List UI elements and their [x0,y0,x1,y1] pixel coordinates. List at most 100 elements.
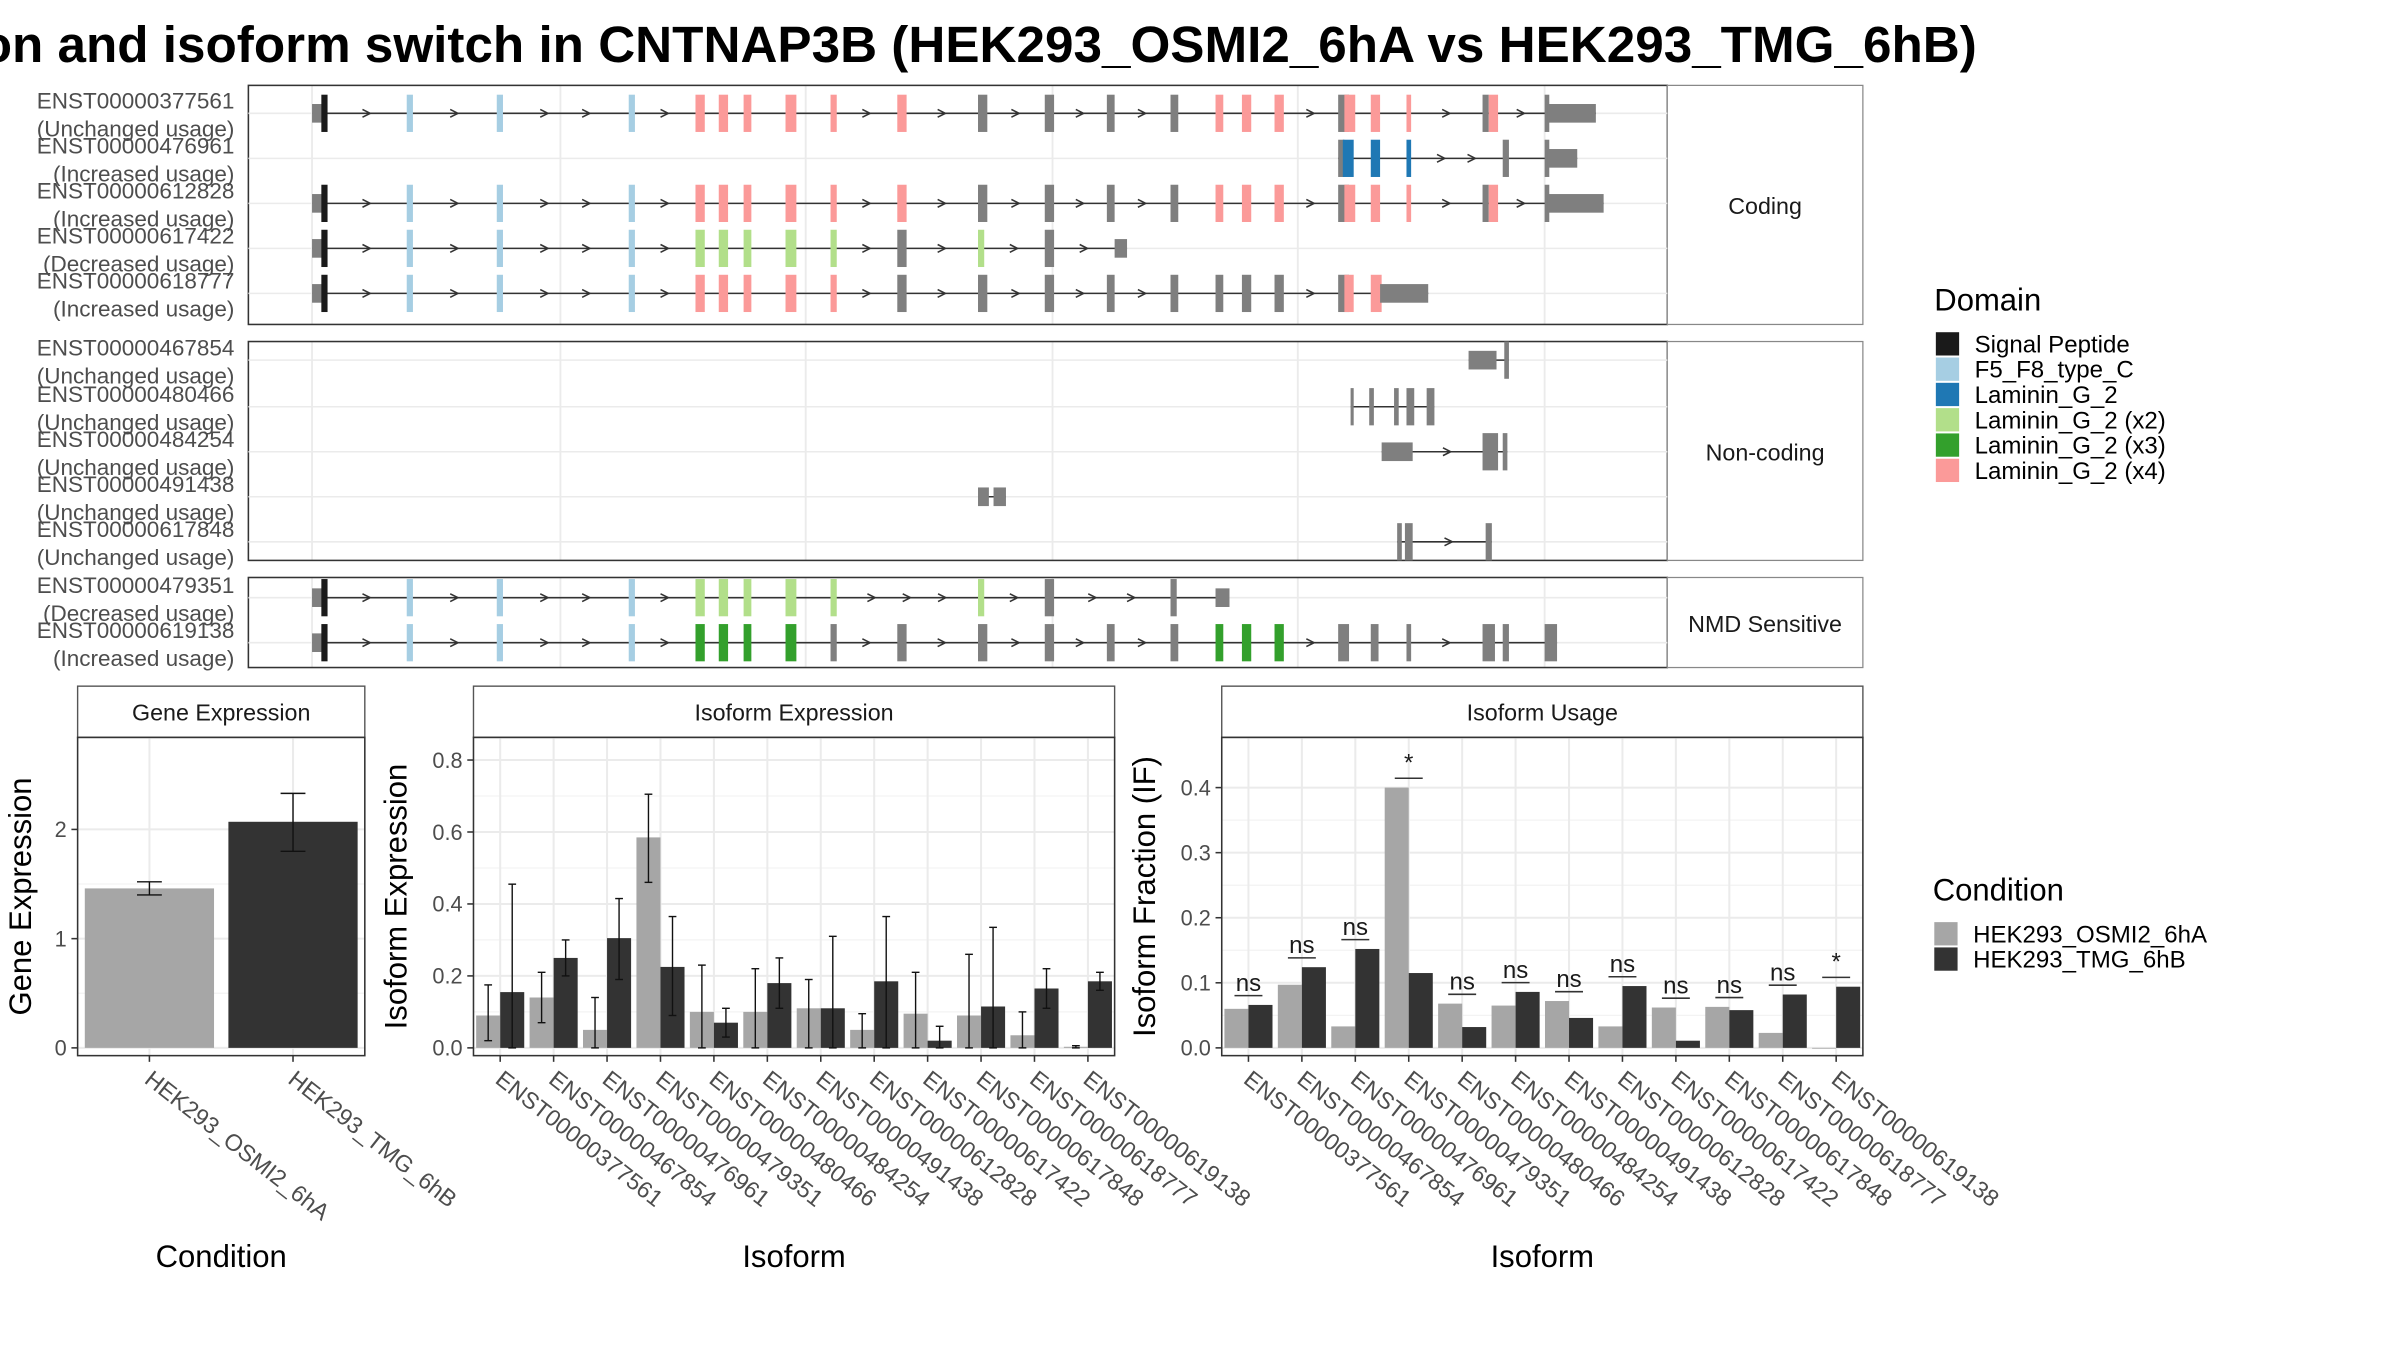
exon [1482,184,1489,222]
exon [1482,624,1495,662]
exon [1397,523,1402,561]
exon [1504,341,1509,379]
y-tick-label: 0.2 [432,964,462,989]
domain-exon [897,184,907,222]
facet-strip-label-noncoding: Non-coding [1706,439,1825,465]
chart-strip [1221,685,1864,739]
transcript-model-ENST00000491438 [978,487,1006,507]
intron-direction-arrow [581,198,592,208]
exon [1547,149,1578,168]
intron-direction-arrow [1075,638,1086,648]
y-axis-title: Isoform Expression [379,764,414,1030]
domain-exon [718,579,729,617]
domain-legend-swatch [1935,357,1960,381]
domain-exon [1406,184,1412,222]
isoform-id-label: ENST00000617422 [37,224,235,249]
significance-label: ns [1556,966,1581,993]
bar-condition-b [1515,991,1540,1048]
bar-condition-a [1705,1006,1730,1048]
intron-direction-arrow [581,638,592,648]
intron-direction-arrow [1442,447,1453,457]
intron-direction-arrow [1441,198,1452,208]
domain-legend-swatch [1935,458,1960,483]
isoform-id-label: ENST00000617848 [37,517,235,542]
domain-exon [1488,94,1499,132]
exon [993,487,1006,507]
intron-direction-arrow [1137,638,1148,648]
domain-exon [897,94,907,132]
intron-direction-arrow [539,108,550,118]
domain-exon [496,624,503,662]
isoform-id-label: ENST00000618777 [37,269,235,294]
bar-condition-b [1355,948,1380,1048]
bar-condition-b [1675,1040,1700,1048]
facet-strip-nmd [1666,576,1864,669]
intron-direction-arrow [539,288,550,298]
significance-label: ns [1663,973,1688,1000]
domain-exon [718,624,729,662]
domain-legend-label: Laminin_G_2 (x4) [1975,458,2166,485]
exon [1380,284,1429,303]
exon [1170,274,1179,313]
domain-exon [830,184,837,222]
transcript-model-ENST00000618777 [312,274,1429,313]
domain-exon [321,274,328,313]
exon [1215,274,1224,313]
chart-panel-border [472,736,1116,1057]
exon [1468,350,1497,370]
domain-exon [785,229,797,268]
domain-exon [406,579,413,617]
domain-legend-label: Laminin_G_2 (x3) [1975,433,2166,460]
significance-label: ns [1449,969,1474,996]
facet-strip-coding [1666,84,1864,326]
isoform-id-label: ENST00000377561 [37,89,235,114]
y-tick-label: 0.8 [432,748,462,773]
isoform-usage-label: (Unchanged usage) [37,545,235,570]
exon [312,588,323,607]
domain-exon [785,274,797,313]
intron-direction-arrow [937,288,948,298]
domain-exon [830,94,837,132]
intron-direction-arrow [660,288,671,298]
isoform-usage-label: (Unchanged usage) [37,117,235,142]
domain-exon [1370,94,1381,132]
significance-label: * [1831,949,1840,976]
intron-direction-arrow [1305,198,1316,208]
domain-exon [1344,274,1354,313]
exon [1544,184,1550,222]
bar-condition-b [1729,1010,1754,1048]
bar-condition-b [1248,1004,1273,1048]
domain-exon [1370,184,1381,222]
exon [1044,579,1055,617]
domain-legend-swatch [1935,433,1960,457]
exon [1338,94,1350,132]
y-tick-label: 0.1 [1181,971,1211,996]
exon [1106,624,1115,662]
y-tick-label: 1 [55,926,67,951]
transcript-model-ENST00000617848 [1397,523,1492,561]
domain-exon [1406,94,1412,132]
domain-exon [695,579,705,617]
y-tick-label: 0.2 [1181,905,1211,930]
facet-strip-label-coding: Coding [1728,193,1802,219]
exon [978,274,988,313]
exon [1170,579,1177,617]
domain-exon [1215,184,1224,222]
intron-direction-arrow [937,638,948,648]
exon [1350,388,1354,426]
domain-exon [496,274,503,313]
domain-exon [628,579,635,617]
exon [1369,388,1374,426]
domain-exon [743,579,752,617]
bar-condition-b [1408,973,1433,1048]
isoform-id-label: ENST00000467854 [37,335,235,360]
exon [1406,624,1412,662]
significance-label: ns [1236,970,1261,997]
domain-exon [1370,274,1382,313]
isoform-id-label: ENST00000479351 [37,573,235,598]
domain-exon [695,229,705,268]
exon [1547,194,1604,213]
exon [1106,94,1115,132]
domain-exon [321,94,328,132]
transcript-model-ENST00000377561 [312,94,1596,132]
